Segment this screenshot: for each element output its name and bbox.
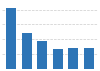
Bar <box>22 33 32 69</box>
Bar <box>84 48 94 69</box>
Bar <box>53 49 63 69</box>
Bar <box>68 48 78 69</box>
Bar <box>6 8 16 69</box>
Bar <box>37 41 47 69</box>
